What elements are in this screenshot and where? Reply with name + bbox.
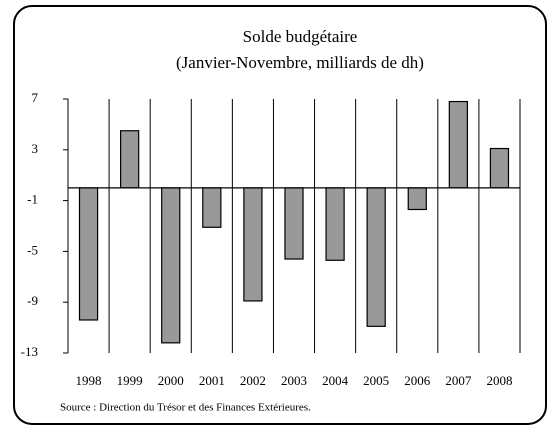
bar <box>119 130 140 189</box>
x-tick-label: 2000 <box>158 373 184 388</box>
bar <box>366 187 386 327</box>
bar <box>161 187 181 344</box>
y-tick-label: -1 <box>27 192 38 207</box>
chart-frame <box>13 5 547 425</box>
x-tick-label: 1998 <box>76 373 102 388</box>
x-tick-label: 2003 <box>281 373 307 388</box>
bar <box>78 187 99 321</box>
x-tick-label: 2006 <box>404 373 431 388</box>
chart-subtitle: (Janvier-Novembre, milliards de dh) <box>176 53 424 72</box>
x-tick-label: 2004 <box>322 373 349 388</box>
source-note: Source : Direction du Trésor et des Fina… <box>60 402 311 414</box>
y-tick-label: 7 <box>32 90 39 105</box>
chart-title: Solde budgétaire <box>243 27 358 46</box>
bar <box>489 147 510 189</box>
x-tick-label: 2002 <box>240 373 266 388</box>
x-tick-label: 2005 <box>363 373 389 388</box>
bar <box>448 100 469 189</box>
bar <box>325 187 345 261</box>
y-tick-label: -5 <box>27 242 38 257</box>
bar <box>284 187 304 260</box>
bar <box>407 187 427 211</box>
bar <box>243 187 263 302</box>
x-tick-label: 1999 <box>117 373 143 388</box>
x-tick-label: 2008 <box>486 373 512 388</box>
bar <box>202 187 222 228</box>
y-tick-label: 3 <box>32 141 39 156</box>
x-tick-label: 2001 <box>199 373 225 388</box>
y-tick-label: -9 <box>27 293 38 308</box>
x-tick-label: 2007 <box>445 373 472 388</box>
y-tick-label: -13 <box>21 344 38 359</box>
